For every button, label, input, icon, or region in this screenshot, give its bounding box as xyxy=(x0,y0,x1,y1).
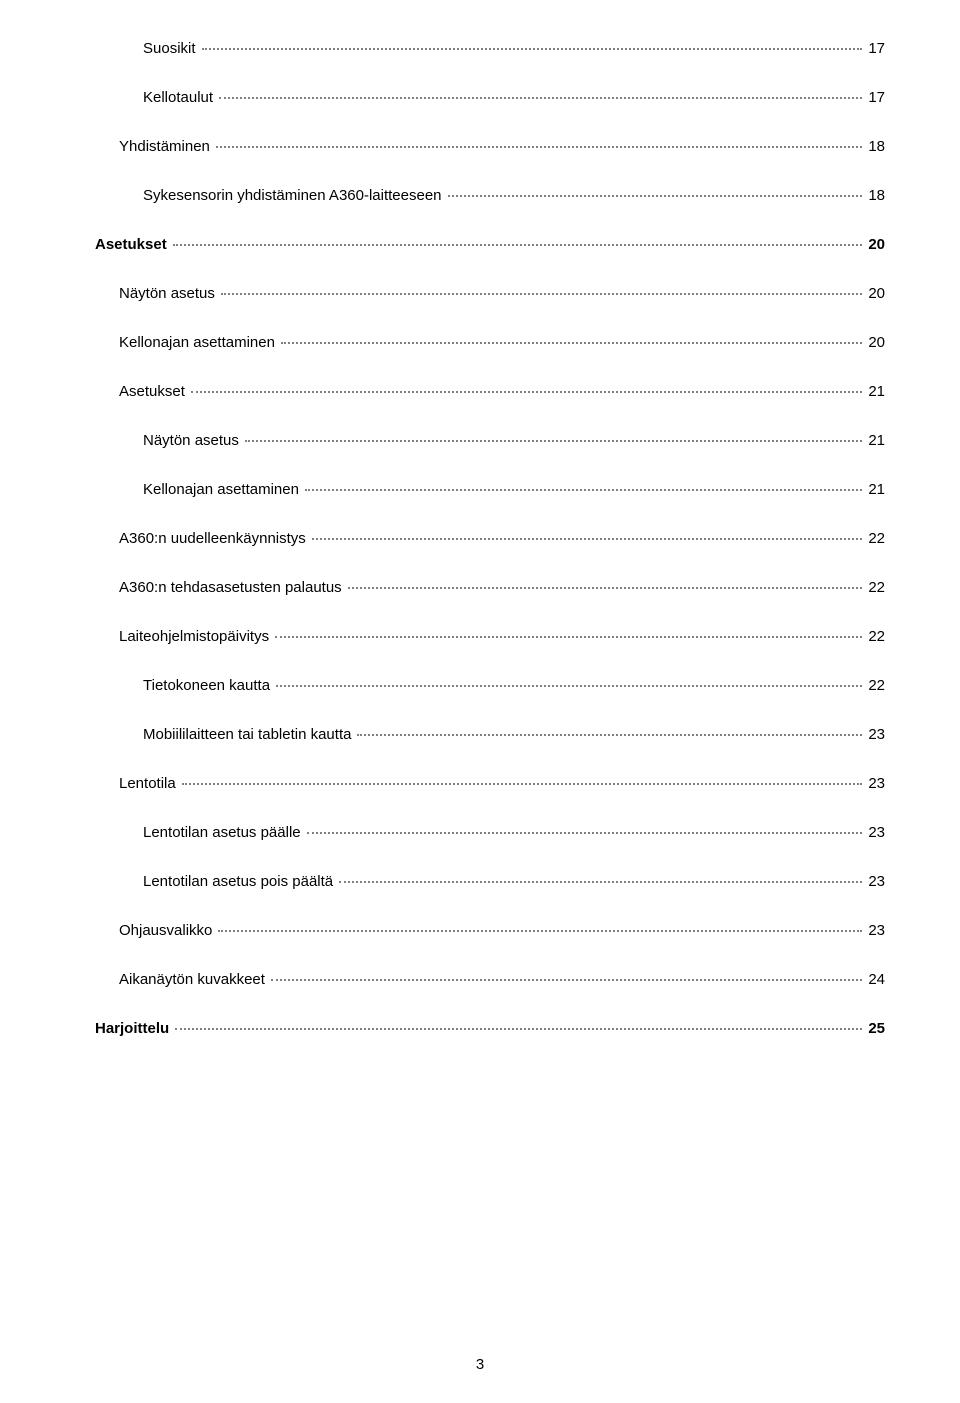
toc-entry-label: Ohjausvalikko xyxy=(119,922,216,939)
toc-entry-label: A360:n uudelleenkäynnistys xyxy=(119,530,310,547)
toc-entry-label: Tietokoneen kautta xyxy=(143,677,274,694)
toc-entry-label: Sykesensorin yhdistäminen A360-laitteese… xyxy=(143,187,446,204)
toc-entry-label: Laiteohjelmistopäivitys xyxy=(119,628,273,645)
toc-entry-label: Kellotaulut xyxy=(143,89,217,106)
toc-entry-label: Asetukset xyxy=(119,383,189,400)
toc-entry-label: Yhdistäminen xyxy=(119,138,214,155)
toc-entry-page: 20 xyxy=(864,236,885,253)
toc-entry: Yhdistäminen 18 xyxy=(95,138,885,155)
toc-entry-label: Näytön asetus xyxy=(143,432,243,449)
toc-entry-label: Kellonajan asettaminen xyxy=(143,481,303,498)
toc-entry-page: 17 xyxy=(864,89,885,106)
toc-entry-page: 21 xyxy=(864,432,885,449)
toc-entry: Näytön asetus 21 xyxy=(95,432,885,449)
toc-entry-page: 20 xyxy=(864,334,885,351)
toc-leader-dots xyxy=(175,1028,862,1030)
toc-leader-dots xyxy=(305,489,862,491)
toc-leader-dots xyxy=(216,146,862,148)
toc-entry-page: 20 xyxy=(864,285,885,302)
toc-leader-dots xyxy=(357,734,862,736)
toc-entry-label: Kellonajan asettaminen xyxy=(119,334,279,351)
toc-entry-page: 23 xyxy=(864,922,885,939)
toc-leader-dots xyxy=(245,440,862,442)
toc-leader-dots xyxy=(307,832,863,834)
toc-leader-dots xyxy=(281,342,862,344)
toc-entry: Harjoittelu 25 xyxy=(95,1020,885,1037)
toc-entry: Tietokoneen kautta 22 xyxy=(95,677,885,694)
toc-leader-dots xyxy=(276,685,862,687)
toc-entry-page: 22 xyxy=(864,579,885,596)
toc-entry-page: 23 xyxy=(864,726,885,743)
toc-entry-page: 17 xyxy=(864,40,885,57)
toc-entry: A360:n uudelleenkäynnistys 22 xyxy=(95,530,885,547)
toc-entry: Sykesensorin yhdistäminen A360-laitteese… xyxy=(95,187,885,204)
toc-entry-label: Lentotilan asetus pois päältä xyxy=(143,873,337,890)
toc-entry: Ohjausvalikko 23 xyxy=(95,922,885,939)
toc-entry-page: 22 xyxy=(864,530,885,547)
toc-entry-page: 18 xyxy=(864,138,885,155)
toc-leader-dots xyxy=(191,391,862,393)
toc-entry-label: Aikanäytön kuvakkeet xyxy=(119,971,269,988)
toc-entry-page: 23 xyxy=(864,873,885,890)
toc-entry: Näytön asetus 20 xyxy=(95,285,885,302)
toc-entry: Asetukset 20 xyxy=(95,236,885,253)
toc-leader-dots xyxy=(221,293,862,295)
toc-leader-dots xyxy=(275,636,862,638)
toc-entry: Lentotilan asetus päälle 23 xyxy=(95,824,885,841)
toc-leader-dots xyxy=(182,783,863,785)
toc-entry: Aikanäytön kuvakkeet 24 xyxy=(95,971,885,988)
toc-entry-label: Asetukset xyxy=(95,236,171,253)
toc-entry: Suosikit 17 xyxy=(95,40,885,57)
toc-leader-dots xyxy=(339,881,862,883)
toc-entry-label: Harjoittelu xyxy=(95,1020,173,1037)
toc-entry: Lentotila 23 xyxy=(95,775,885,792)
toc-leader-dots xyxy=(271,979,862,981)
toc-leader-dots xyxy=(173,244,863,246)
toc-entry-label: A360:n tehdasasetusten palautus xyxy=(119,579,346,596)
toc-leader-dots xyxy=(202,48,863,50)
toc-entry-page: 18 xyxy=(864,187,885,204)
toc-entry: Kellonajan asettaminen 20 xyxy=(95,334,885,351)
toc-leader-dots xyxy=(218,930,862,932)
toc-entry-page: 21 xyxy=(864,383,885,400)
toc-entry-label: Mobiililaitteen tai tabletin kautta xyxy=(143,726,355,743)
toc-entry-page: 25 xyxy=(864,1020,885,1037)
toc-entry-page: 23 xyxy=(864,775,885,792)
toc-entry: Laiteohjelmistopäivitys 22 xyxy=(95,628,885,645)
toc-entry: Asetukset 21 xyxy=(95,383,885,400)
toc-entry-label: Näytön asetus xyxy=(119,285,219,302)
toc-leader-dots xyxy=(448,195,863,197)
toc-entry-page: 22 xyxy=(864,628,885,645)
toc-entry-page: 24 xyxy=(864,971,885,988)
toc-entry-page: 22 xyxy=(864,677,885,694)
toc-entry: Kellotaulut 17 xyxy=(95,89,885,106)
toc-entry: Kellonajan asettaminen 21 xyxy=(95,481,885,498)
toc-entry-label: Lentotilan asetus päälle xyxy=(143,824,305,841)
toc-entry: Lentotilan asetus pois päältä 23 xyxy=(95,873,885,890)
page-number: 3 xyxy=(0,1356,960,1373)
toc-leader-dots xyxy=(219,97,862,99)
toc-entry: A360:n tehdasasetusten palautus 22 xyxy=(95,579,885,596)
toc-entry-label: Lentotila xyxy=(119,775,180,792)
toc-entry-page: 21 xyxy=(864,481,885,498)
toc-entry: Mobiililaitteen tai tabletin kautta 23 xyxy=(95,726,885,743)
toc-entry-label: Suosikit xyxy=(143,40,200,57)
toc-entry-page: 23 xyxy=(864,824,885,841)
table-of-contents: Suosikit 17 Kellotaulut 17 Yhdistäminen 18 Syk… xyxy=(95,40,885,1037)
toc-leader-dots xyxy=(348,587,863,589)
toc-leader-dots xyxy=(312,538,863,540)
